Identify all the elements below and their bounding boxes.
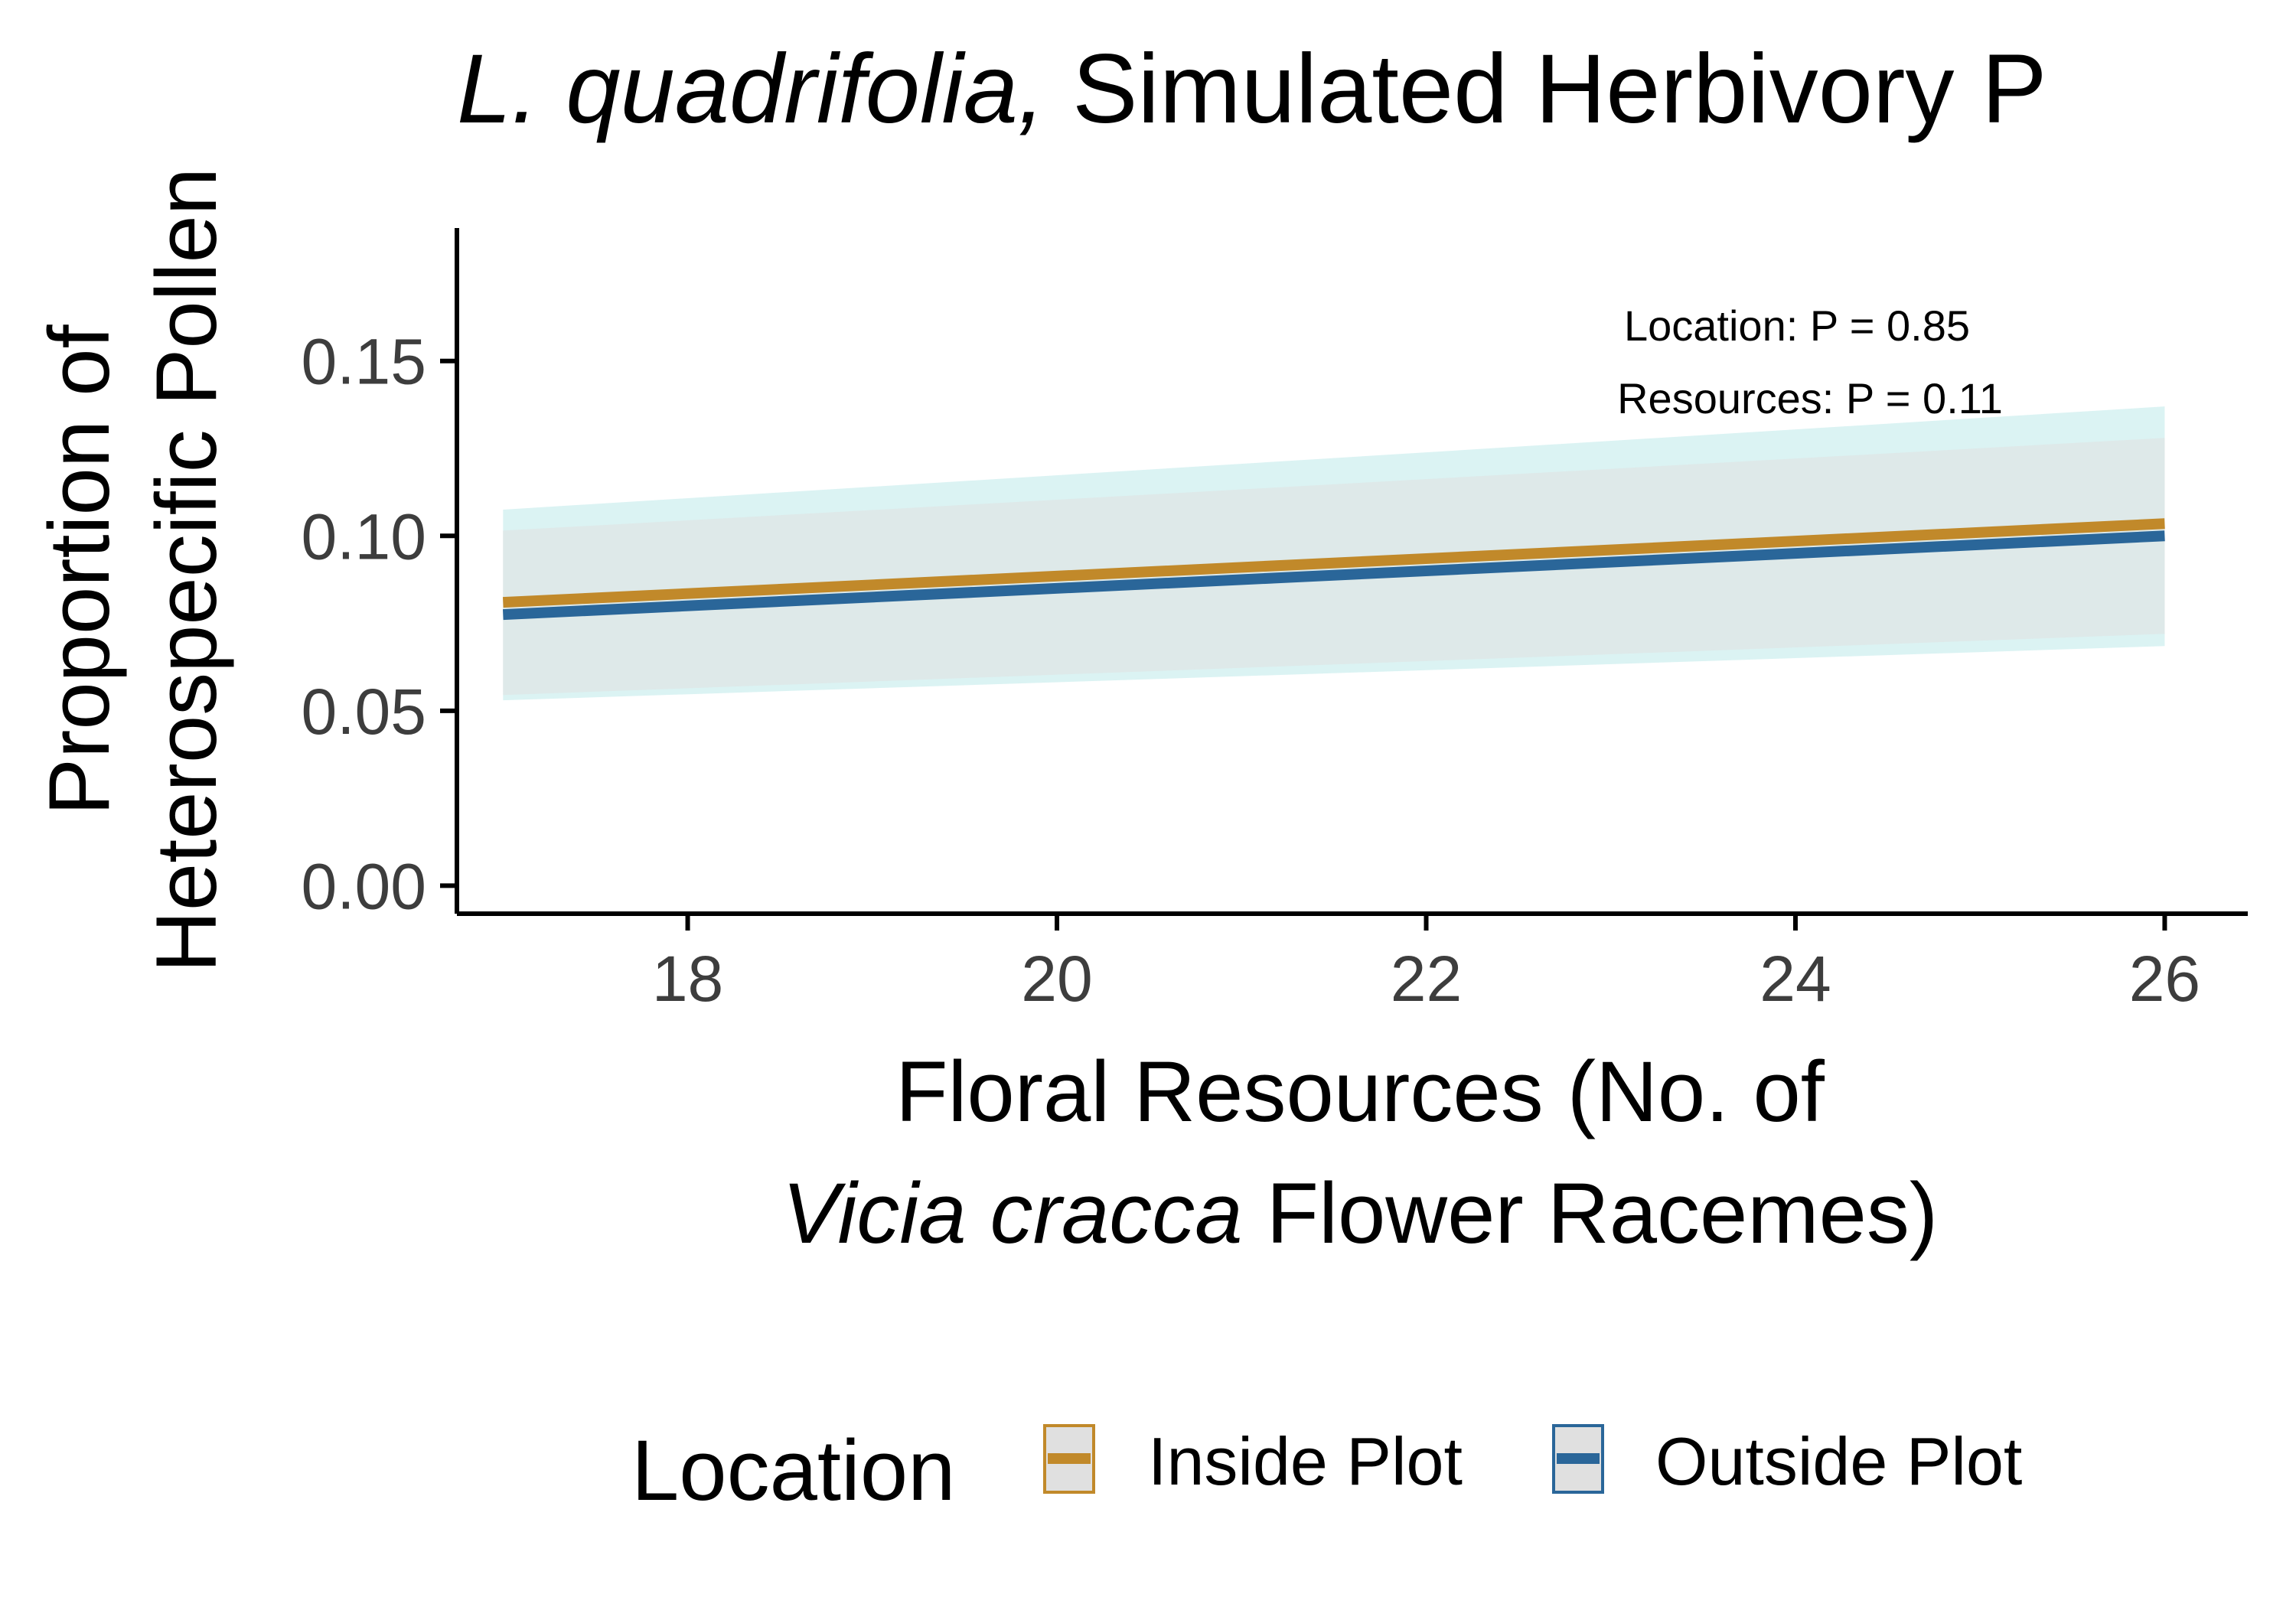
x-axis-title-rest: Flower Racemes) <box>1243 1165 1939 1261</box>
x-tick-label: 20 <box>1021 943 1092 1015</box>
y-axis-title-line2: Heterospecific Pollen <box>139 168 234 973</box>
y-tick-label: 0.15 <box>302 326 427 398</box>
annotation-location-p: Location: P = 0.85 <box>1624 302 1970 350</box>
confidence-ribbons <box>503 406 2165 701</box>
chart-title-italic: L. quadrifolia, <box>457 34 1045 144</box>
line-inside-plot <box>502 518 2165 608</box>
series-lines <box>502 518 2165 621</box>
x-tick-label: 24 <box>1760 943 1831 1015</box>
x-tick-label: 18 <box>652 943 723 1015</box>
x-axis-title-line2: Vicia cracca Flower Racemes) <box>782 1165 1938 1261</box>
y-tick-label: 0.10 <box>302 500 427 572</box>
x-tick-label: 22 <box>1391 943 1462 1015</box>
chart-title: L. quadrifolia, Simulated Herbivory P <box>457 34 2047 144</box>
y-tick-label: 0.00 <box>302 850 427 922</box>
x-axis-ticks: 18 20 22 24 26 <box>652 914 2200 1015</box>
legend-label-outside-plot: Outside Plot <box>1655 1423 2022 1499</box>
legend-label-inside-plot: Inside Plot <box>1148 1423 1463 1499</box>
legend: Inside Plot Outside Plot <box>1043 1423 2022 1499</box>
y-axis-title-line1: Proportion of <box>31 324 127 815</box>
chart-title-rest: Simulated Herbivory P <box>1045 34 2047 144</box>
legend-title: Location <box>631 1423 955 1518</box>
line-outside-plot <box>502 530 2165 621</box>
y-axis-ticks: 0.00 0.05 0.10 0.15 <box>302 326 457 922</box>
x-tick-label: 26 <box>2129 943 2200 1015</box>
x-axis-title-italic: Vicia cracca <box>782 1165 1243 1261</box>
x-axis-title-line1: Floral Resources (No. of <box>895 1044 1825 1139</box>
y-tick-label: 0.05 <box>302 676 427 748</box>
annotation-resources-p: Resources: P = 0.11 <box>1617 374 2003 422</box>
